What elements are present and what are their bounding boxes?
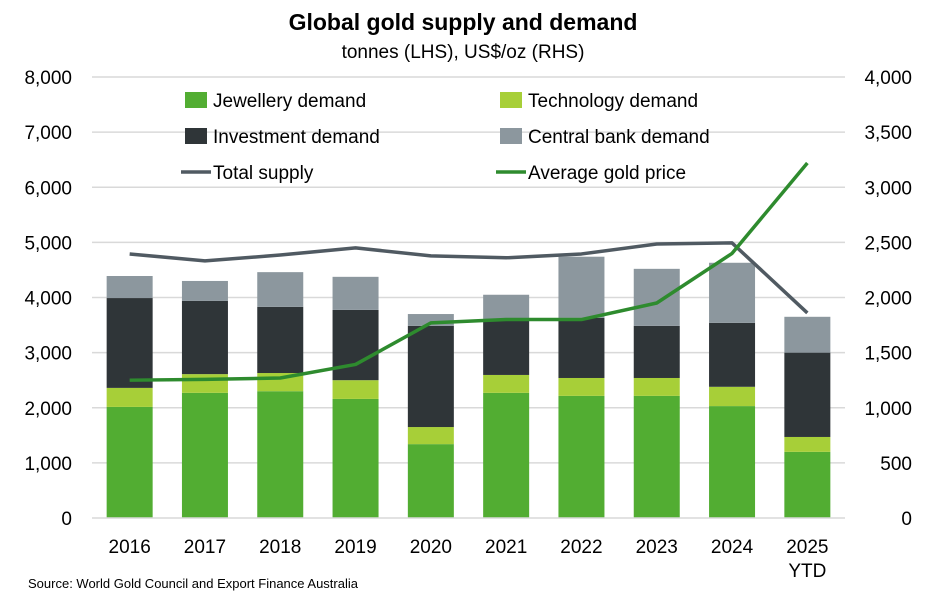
bar-jewellery-demand (407, 444, 454, 518)
bar-central-bank-demand (784, 316, 831, 353)
bar-central-bank-demand (332, 276, 379, 310)
x-tick-label: 2025 (786, 537, 828, 558)
bar-jewellery-demand (106, 406, 153, 518)
bar-investment-demand (332, 309, 379, 381)
y-left-tick-label: 2,000 (24, 399, 72, 420)
legend-label: Average gold price (528, 163, 686, 184)
y-left-tick-label: 1,000 (24, 454, 72, 475)
bar-technology-demand (332, 380, 379, 399)
bar-technology-demand (558, 377, 605, 396)
y-right-tick-label: 0 (901, 509, 912, 530)
x-tick-label: 2024 (711, 537, 754, 558)
legend-label: Total supply (213, 163, 314, 184)
x-tick-label: 2017 (184, 537, 226, 558)
line-average-gold-price (129, 161, 809, 382)
line-total-supply (129, 241, 809, 315)
bar-jewellery-demand (633, 395, 680, 518)
bar-investment-demand (633, 325, 680, 378)
legend-swatch (500, 128, 522, 144)
chart-subtitle: tonnes (LHS), US$/oz (RHS) (342, 42, 585, 63)
bar-jewellery-demand (784, 451, 831, 518)
x-tick-label: 2020 (410, 537, 452, 558)
y-right-tick-label: 500 (880, 454, 912, 475)
x-tick-label: 2018 (259, 537, 301, 558)
legend-label: Investment demand (213, 127, 380, 148)
legend-swatch (500, 92, 522, 108)
y-left-tick-label: 8,000 (24, 68, 72, 89)
y-right-tick-label: 1,500 (864, 344, 912, 365)
legend-label: Technology demand (528, 91, 698, 112)
bar-technology-demand (709, 386, 756, 407)
bar-central-bank-demand (181, 280, 228, 301)
bar-technology-demand (181, 374, 228, 393)
bar-investment-demand (483, 320, 530, 375)
x-tick-label: 2021 (485, 537, 527, 558)
bar-investment-demand (407, 325, 454, 428)
bar-technology-demand (784, 436, 831, 452)
bar-investment-demand (106, 298, 153, 388)
bar-investment-demand (784, 352, 831, 437)
y-left-tick-label: 7,000 (24, 123, 72, 144)
bar-jewellery-demand (181, 392, 228, 518)
bar-investment-demand (558, 317, 605, 378)
bar-technology-demand (483, 374, 530, 393)
y-left-tick-label: 0 (61, 509, 72, 530)
source-note: Source: World Gold Council and Export Fi… (28, 576, 359, 591)
bar-central-bank-demand (558, 256, 605, 318)
x-tick-label: 2016 (109, 537, 151, 558)
y-right-tick-label: 2,500 (864, 233, 912, 254)
x-tick-label: 2019 (334, 537, 376, 558)
bar-jewellery-demand (257, 391, 304, 518)
y-left-tick-label: 5,000 (24, 233, 72, 254)
bar-investment-demand (257, 306, 304, 374)
y-right-tick-label: 4,000 (864, 68, 912, 89)
y-left-tick-label: 3,000 (24, 344, 72, 365)
bar-central-bank-demand (633, 268, 680, 326)
legend-swatch (185, 92, 207, 108)
bar-technology-demand (633, 377, 680, 396)
bar-technology-demand (407, 427, 454, 445)
bar-investment-demand (709, 322, 756, 387)
y-right-tick-label: 2,000 (864, 289, 912, 310)
bar-investment-demand (181, 300, 228, 375)
bar-jewellery-demand (558, 395, 605, 518)
y-right-tick-label: 3,500 (864, 123, 912, 144)
bar-central-bank-demand (483, 294, 530, 321)
bar-jewellery-demand (332, 398, 379, 518)
bar-central-bank-demand (407, 314, 454, 326)
x-tick-label: 2022 (560, 537, 602, 558)
x-tick-label: 2023 (636, 537, 678, 558)
legend-label: Central bank demand (528, 127, 710, 148)
chart-title: Global gold supply and demand (289, 9, 638, 35)
y-left-tick-label: 4,000 (24, 289, 72, 310)
y-right-tick-label: 1,000 (864, 399, 912, 420)
bar-jewellery-demand (483, 392, 530, 518)
legend-swatch (185, 128, 207, 144)
bar-technology-demand (106, 387, 153, 407)
y-right-tick-label: 3,000 (864, 178, 912, 199)
legend-label: Jewellery demand (213, 91, 366, 112)
bar-central-bank-demand (106, 276, 153, 299)
x-tick-sublabel: YTD (788, 561, 826, 582)
y-left-tick-label: 6,000 (24, 178, 72, 199)
bar-central-bank-demand (709, 262, 756, 323)
bar-central-bank-demand (257, 272, 304, 307)
bar-jewellery-demand (709, 406, 756, 518)
